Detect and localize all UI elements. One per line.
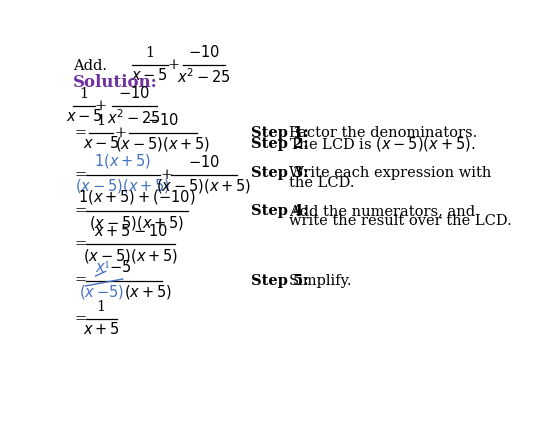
Text: $(x-5)(x+5)$: $(x-5)(x+5)$ <box>116 135 211 153</box>
Text: =: = <box>75 204 87 218</box>
Text: $(x-5)(x+5)$: $(x-5)(x+5)$ <box>89 214 184 231</box>
Text: $x-5$: $x-5$ <box>66 108 102 124</box>
Text: Step 5:: Step 5: <box>250 274 309 287</box>
Text: +: + <box>95 99 107 113</box>
Text: $(x+5)$: $(x+5)$ <box>124 283 172 301</box>
Text: Step 3:: Step 3: <box>250 166 308 180</box>
Text: $-10$: $-10$ <box>147 112 179 128</box>
Text: the LCD.: the LCD. <box>289 176 354 190</box>
Text: =: = <box>75 168 87 182</box>
Text: Add the numerators, and: Add the numerators, and <box>289 204 475 218</box>
Text: $1(x+5)$: $1(x+5)$ <box>94 152 151 170</box>
Text: $x+5$: $x+5$ <box>83 321 119 337</box>
Text: Factor the denominators.: Factor the denominators. <box>289 125 477 140</box>
Text: +: + <box>168 58 180 72</box>
Text: 1: 1 <box>145 46 155 61</box>
Text: $-5$: $-5$ <box>109 259 131 275</box>
Text: $x^2-25$: $x^2-25$ <box>177 67 231 86</box>
Text: $1(x+5)+(-10)$: $1(x+5)+(-10)$ <box>78 188 196 206</box>
Text: Solution:: Solution: <box>73 74 158 91</box>
Text: Step 4:: Step 4: <box>250 204 308 218</box>
Text: $(x-5)(x+5)$: $(x-5)(x+5)$ <box>157 178 252 195</box>
Text: =: = <box>75 237 87 251</box>
Text: write the result over the LCD.: write the result over the LCD. <box>289 214 511 228</box>
Text: +: + <box>115 125 127 140</box>
Text: 1: 1 <box>96 114 106 128</box>
Text: The LCD is $(x-5)(x+5).$: The LCD is $(x-5)(x+5).$ <box>289 135 475 153</box>
Text: =: = <box>75 274 87 287</box>
Text: Step 1:: Step 1: <box>250 125 309 140</box>
Text: 1: 1 <box>104 261 110 270</box>
Text: $(x-5)(x+5)$: $(x-5)(x+5)$ <box>83 247 178 265</box>
Text: =: = <box>75 312 87 326</box>
Text: =: = <box>75 125 87 140</box>
Text: 1: 1 <box>79 87 89 101</box>
Text: $x+5-10$: $x+5-10$ <box>94 223 168 239</box>
Text: $-5)$: $-5)$ <box>96 283 124 301</box>
Text: $x-5$: $x-5$ <box>132 67 168 83</box>
Text: $x^2-25$: $x^2-25$ <box>107 108 161 127</box>
Text: $x$: $x$ <box>95 261 107 275</box>
Text: $-10$: $-10$ <box>188 44 220 61</box>
Text: $-10$: $-10$ <box>118 85 150 101</box>
Text: Simplify.: Simplify. <box>289 274 352 287</box>
Text: Step 2:: Step 2: <box>250 137 309 151</box>
Text: Write each expression with: Write each expression with <box>289 166 491 180</box>
Text: $(x$: $(x$ <box>79 283 95 301</box>
Text: 1: 1 <box>96 299 106 314</box>
Text: +: + <box>161 168 173 182</box>
Text: Add.: Add. <box>73 59 107 73</box>
Text: $x-5$: $x-5$ <box>83 135 119 151</box>
Text: $(x-5)(x+5)$: $(x-5)(x+5)$ <box>75 178 170 195</box>
Text: $-10$: $-10$ <box>188 154 220 170</box>
